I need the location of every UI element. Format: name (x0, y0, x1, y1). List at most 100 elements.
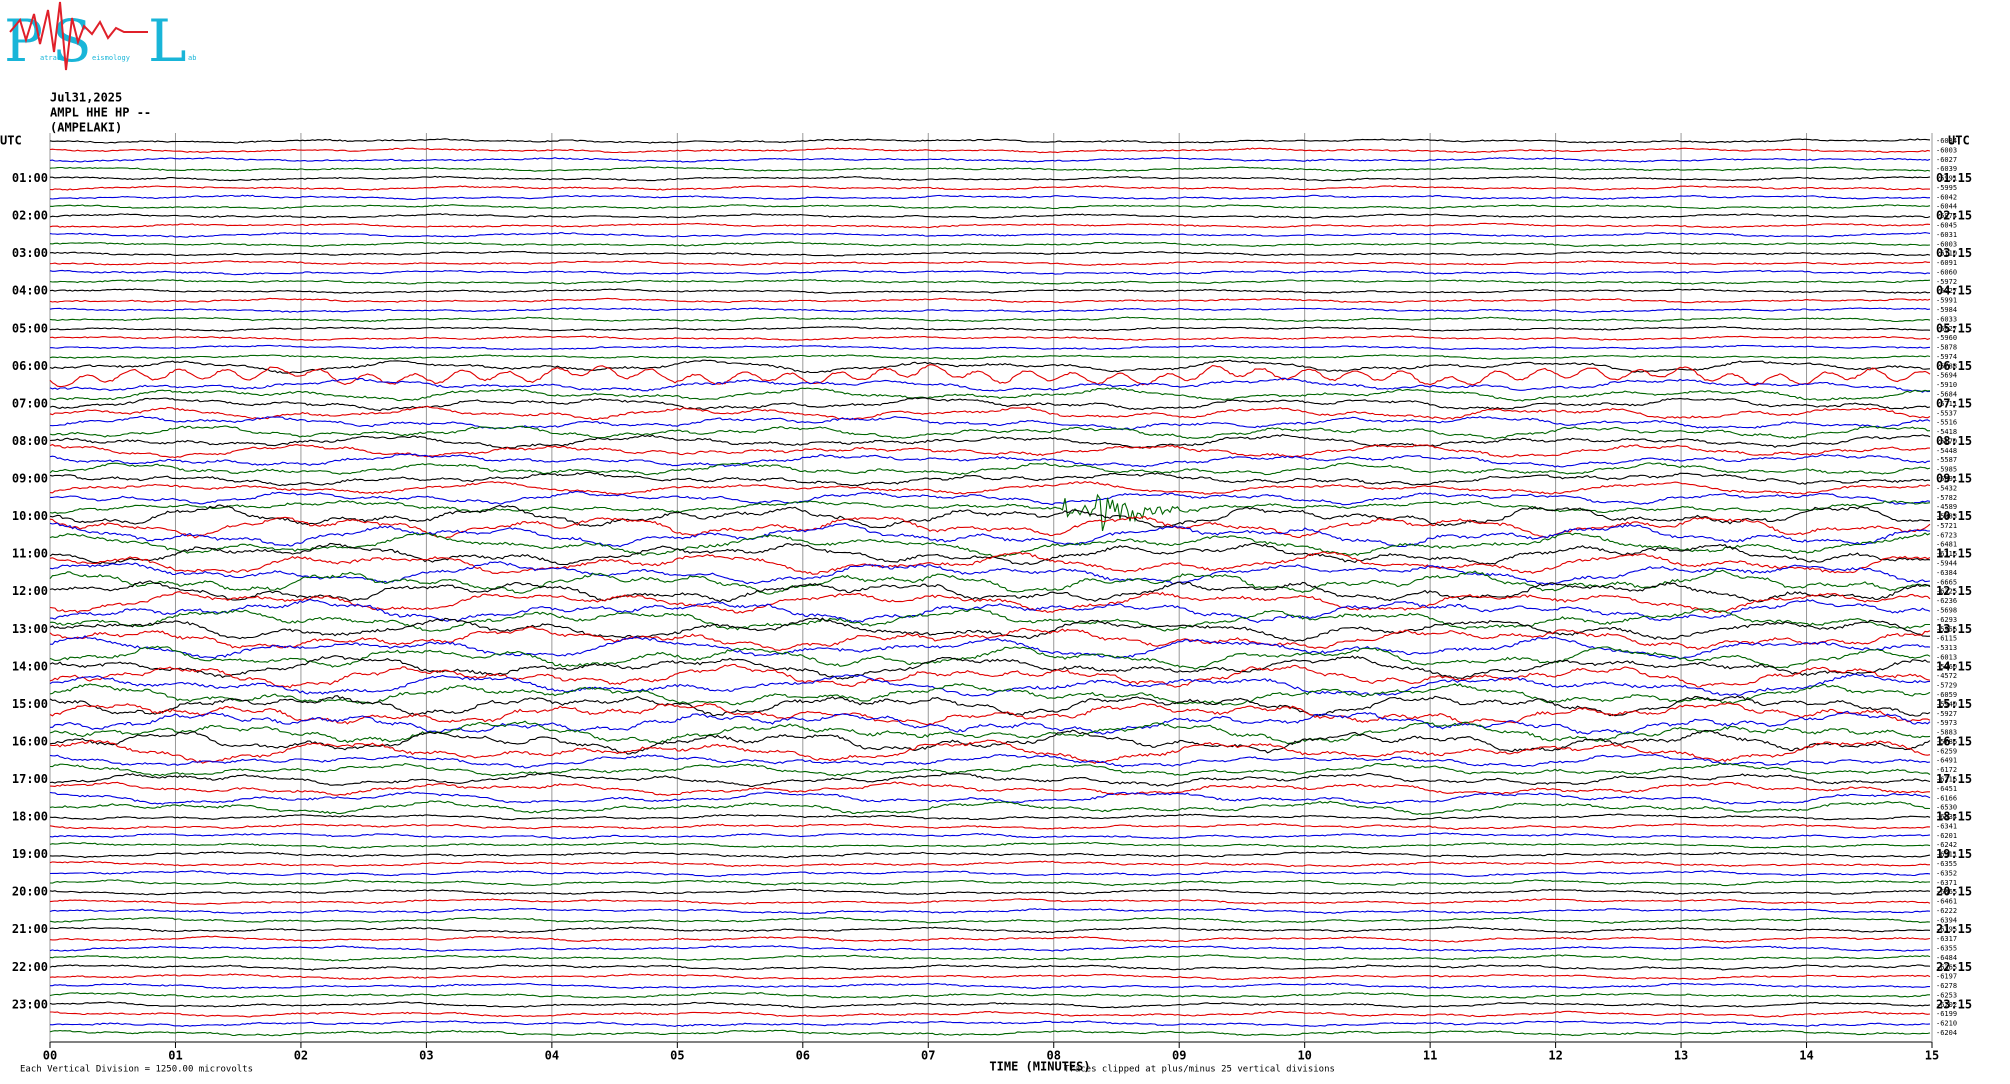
right-label: 12:15 (1936, 584, 1972, 598)
trace-offset: -6201 (1936, 832, 1957, 840)
trace-offset: -5927 (1936, 710, 1957, 718)
left-label: 20:00 (12, 885, 48, 899)
right-label: 03:15 (1936, 246, 1972, 260)
trace-offset: -6044 (1936, 203, 1957, 211)
trace-offset: -5729 (1936, 682, 1957, 690)
trace-offset: -5170 (1936, 437, 1957, 445)
trace (49, 250, 1931, 257)
trace-offset: -5537 (1936, 409, 1957, 417)
x-tick-label: 00 (43, 1049, 57, 1063)
trace (49, 935, 1931, 943)
trace (49, 147, 1931, 154)
trace-offset: -6259 (1936, 747, 1957, 755)
trace-offset: -5995 (1936, 184, 1957, 192)
trace (49, 316, 1931, 323)
trace-offset: -5983 (1936, 513, 1957, 521)
right-label: 18:15 (1936, 810, 1972, 824)
trace (49, 232, 1931, 238)
trace (50, 1010, 1931, 1018)
trace-offset: -6202 (1936, 1001, 1957, 1009)
trace (49, 591, 1931, 614)
trace-offset: -5313 (1936, 644, 1957, 652)
trace (49, 425, 1931, 440)
trace-offset: -6311 (1936, 851, 1957, 859)
trace-offset: -5972 (1936, 278, 1957, 286)
right-label: 22:15 (1936, 960, 1972, 974)
trace (49, 204, 1931, 210)
trace (49, 377, 1931, 393)
x-tick-label: 02 (294, 1049, 308, 1063)
trace-offset: -6210 (1936, 1020, 1957, 1028)
left-label: 06:00 (12, 359, 48, 373)
trace (49, 307, 1931, 313)
left-label: 11:00 (12, 547, 48, 561)
trace (49, 973, 1931, 981)
trace-offset: -6665 (1936, 578, 1957, 586)
trace-offset: -6042 (1936, 193, 1957, 201)
logo-wave (9, 1, 148, 71)
right-label: 05:15 (1936, 321, 1972, 335)
right-label: 10:15 (1936, 509, 1972, 523)
trace-offset: -6031 (1936, 231, 1957, 239)
trace-offset: -6461 (1936, 898, 1957, 906)
right-label: 01:15 (1936, 171, 1972, 185)
station: (AMPELAKI) (50, 121, 122, 135)
trace-offset: -5960 (1936, 334, 1957, 342)
trace (49, 542, 1931, 566)
trace (49, 354, 1931, 360)
trace (49, 673, 1931, 697)
trace (49, 260, 1930, 266)
right-label: 11:15 (1936, 547, 1972, 561)
right-label: 04:15 (1936, 284, 1972, 298)
right-label: 21:15 (1936, 922, 1972, 936)
trace (50, 710, 1931, 735)
trace-offset: -6166 (1936, 794, 1957, 802)
right-label: 09:15 (1936, 472, 1972, 486)
trace-offset: -6003 (1936, 240, 1957, 248)
trace-offset: -6365 (1936, 888, 1957, 896)
trace-offset: -6530 (1936, 804, 1957, 812)
trace (49, 823, 1931, 830)
trace-offset: -6027 (1936, 287, 1957, 295)
x-tick-label: 12 (1548, 1049, 1562, 1063)
trace (49, 879, 1931, 887)
x-tick-label: 09 (1172, 1049, 1186, 1063)
trace (49, 471, 1931, 487)
trace (49, 992, 1930, 999)
trace (49, 870, 1931, 877)
trace-offset: -6116 (1936, 550, 1957, 558)
trace (49, 720, 1931, 745)
x-tick-label: 01 (168, 1049, 182, 1063)
trace (49, 326, 1931, 332)
trace (49, 241, 1931, 247)
trace (49, 580, 1931, 603)
trace (49, 569, 1931, 595)
trace-offset: -5974 (1936, 353, 1957, 361)
right-label: 19:15 (1936, 847, 1972, 861)
right-label: 20:15 (1936, 885, 1972, 899)
trace-offset: -5516 (1936, 419, 1957, 427)
trace (49, 185, 1931, 191)
trace-offset: -5991 (1936, 297, 1957, 305)
left-label: 05:00 (12, 321, 48, 335)
trace-offset: -5786 (1936, 738, 1957, 746)
trace (49, 791, 1931, 805)
right-label: 06:15 (1936, 359, 1972, 373)
left-label: 01:00 (12, 171, 48, 185)
trace (49, 397, 1931, 412)
x-axis-label: TIME (MINUTES) (989, 1060, 1090, 1074)
trace-offset: -5694 (1936, 372, 1957, 380)
trace-offset: -6341 (1936, 822, 1957, 830)
trace (49, 288, 1931, 295)
trace (49, 194, 1931, 201)
trace-offset: -6197 (1936, 973, 1957, 981)
trace (49, 222, 1931, 229)
trace (49, 729, 1931, 755)
trace-offset: -5860 (1936, 663, 1957, 671)
trace-offset: -6355 (1936, 860, 1957, 868)
trace-offset: -5711 (1936, 400, 1957, 408)
trace-offset: -6278 (1936, 982, 1957, 990)
trace-offset: -6059 (1936, 691, 1957, 699)
trace-offset: -6451 (1936, 785, 1957, 793)
trace (49, 433, 1931, 449)
